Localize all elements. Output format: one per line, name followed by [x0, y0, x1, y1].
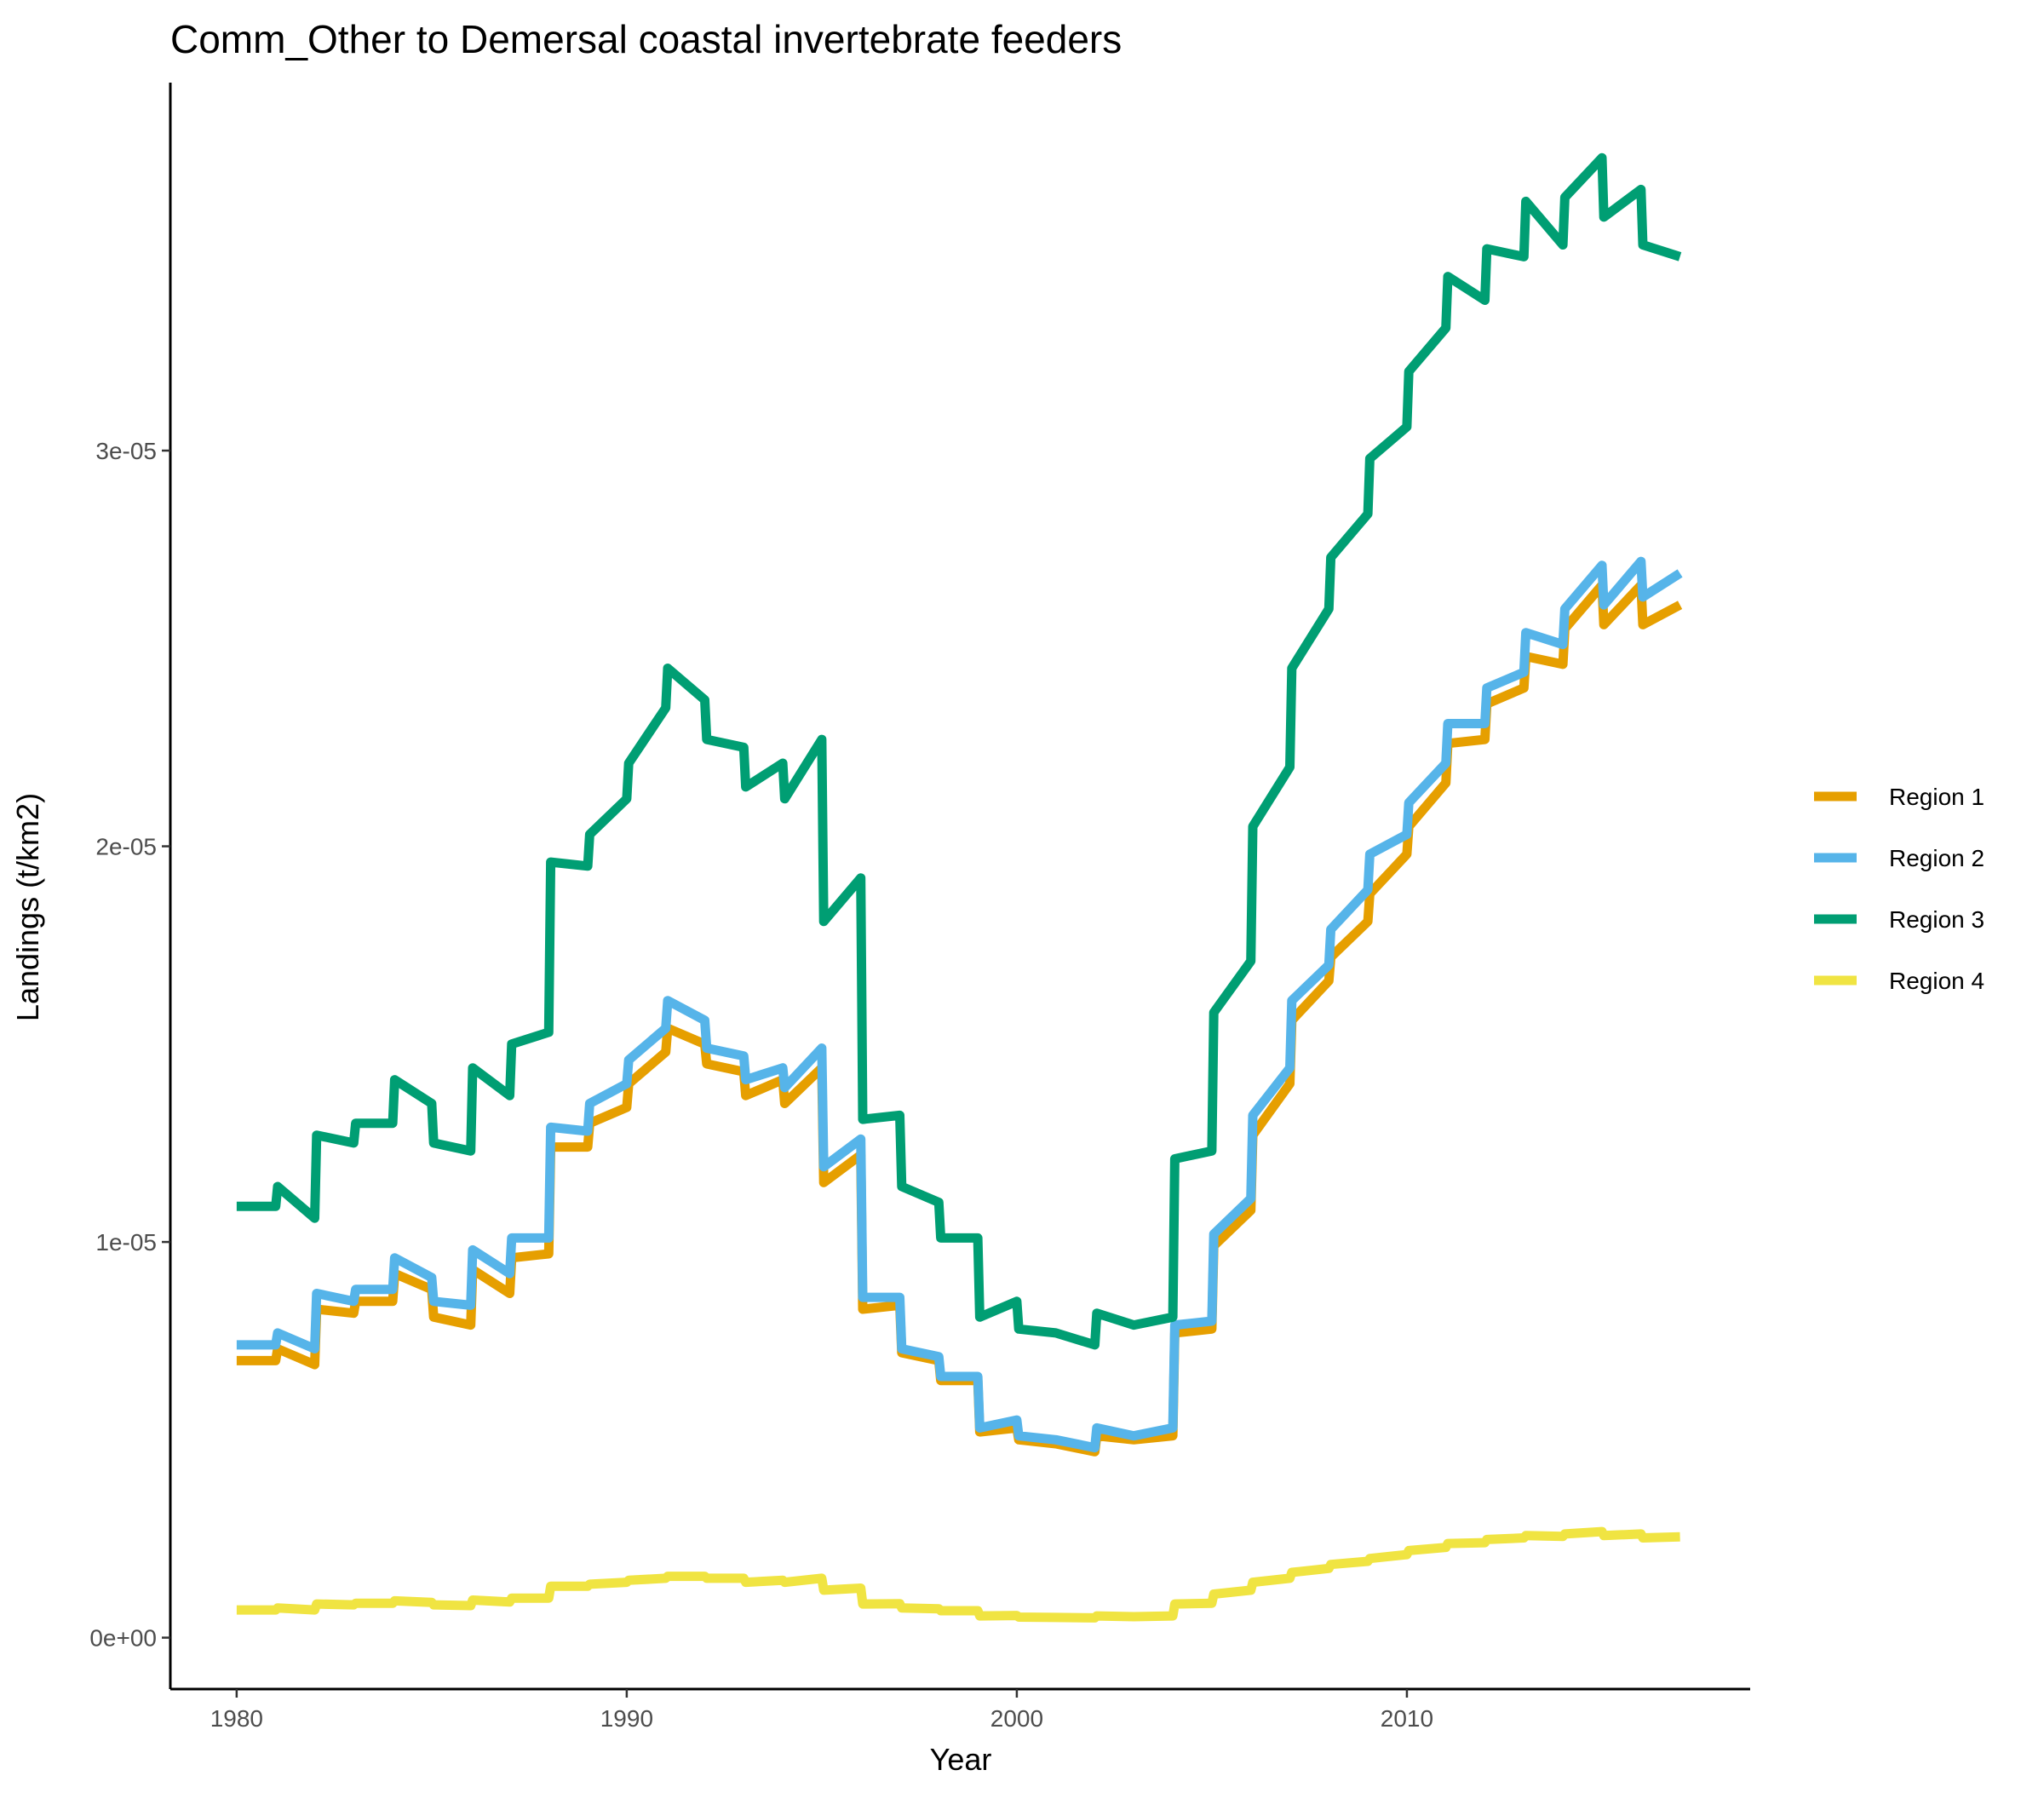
y-tick-label: 0e+00 [89, 1625, 157, 1652]
plot-lines [236, 152, 1683, 1623]
y-tick-label: 3e-05 [95, 438, 157, 464]
series-line-region-2 [236, 556, 1683, 1453]
legend-label-region-3: Region 3 [1889, 906, 1984, 933]
legend: Region 1 Region 2 Region 3 Region 4 [1814, 784, 1984, 994]
legend-label-region-2: Region 2 [1889, 845, 1984, 871]
y-tick-label: 1e-05 [95, 1229, 157, 1256]
x-tick-label: 2000 [990, 1705, 1043, 1732]
chart-title: Comm_Other to Demersal coastal invertebr… [170, 17, 1122, 61]
legend-label-region-4: Region 4 [1889, 968, 1984, 994]
series-line-region-4 [236, 1526, 1680, 1623]
y-axis-title: Landings (t/km2) [10, 793, 45, 1021]
y-tick-label: 2e-05 [95, 834, 157, 860]
series-line-region-1 [236, 580, 1683, 1457]
x-tick-label: 1990 [600, 1705, 653, 1732]
legend-label-region-1: Region 1 [1889, 784, 1984, 810]
series-line-region-3 [236, 152, 1682, 1350]
x-tick-label: 2010 [1381, 1705, 1433, 1732]
axes: 1980 1990 2000 2010 0e+00 1e-05 2e-05 3e-05 [89, 83, 1750, 1732]
x-tick-label: 1980 [210, 1705, 263, 1732]
x-axis-title: Year [930, 1742, 992, 1777]
